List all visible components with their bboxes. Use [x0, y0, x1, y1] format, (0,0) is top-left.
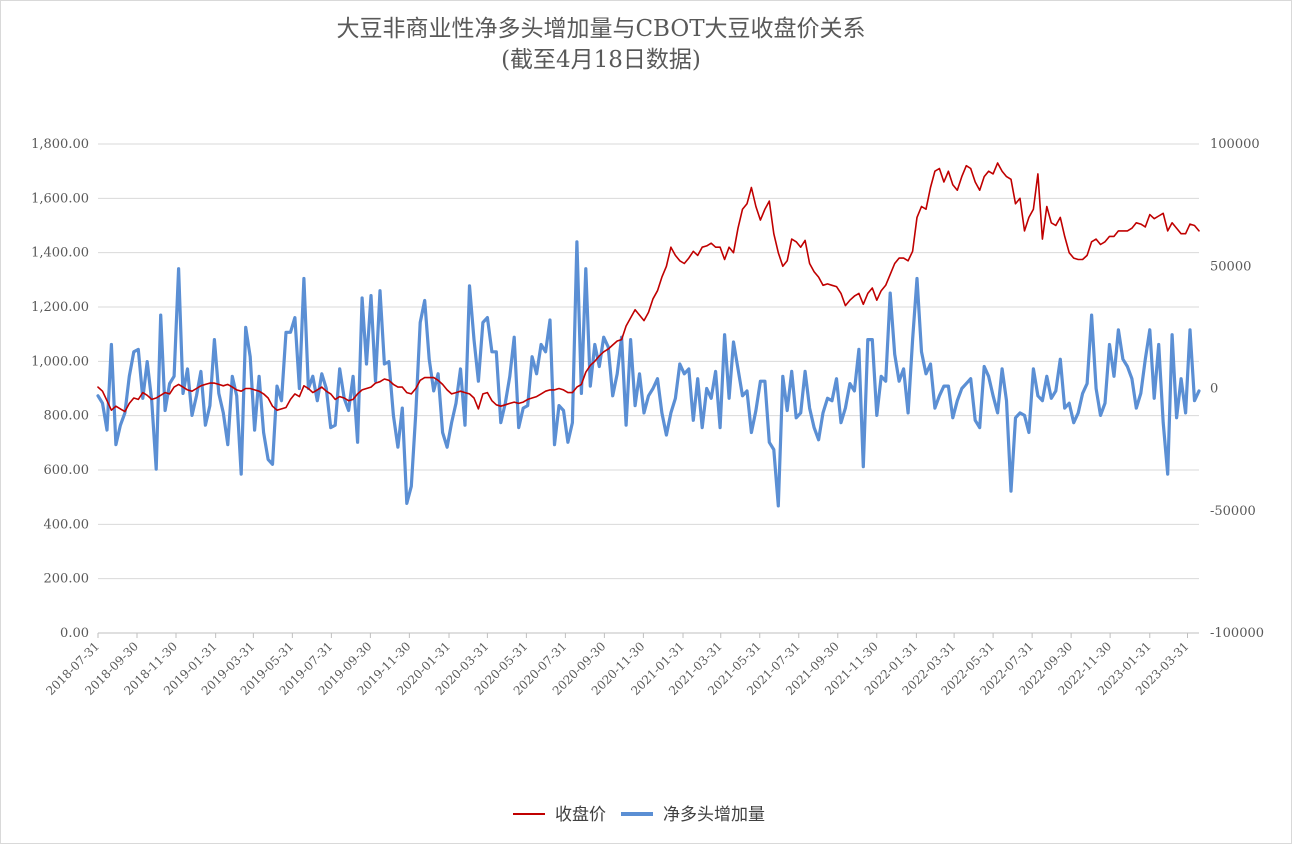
legend: 收盘价 净多头增加量	[513, 805, 765, 825]
chart-subtitle: (截至4月18日数据)	[501, 47, 701, 73]
legend-label-close: 收盘价	[555, 805, 606, 825]
chart-title: 大豆非商业性净多头增加量与CBOT大豆收盘价关系	[336, 16, 865, 42]
plot-series	[96, 162, 1201, 508]
series-line-net-long	[96, 240, 1201, 508]
left-tick-label: 1,800.00	[31, 137, 89, 152]
left-tick-label: 200.00	[44, 572, 90, 587]
right-tick-label: 0	[1210, 382, 1218, 397]
left-tick-label: 600.00	[44, 463, 90, 478]
gridlines	[98, 143, 1199, 634]
left-tick-label: 1,600.00	[31, 191, 89, 206]
right-axis: -100000 -50000 0 50000 100000	[1210, 137, 1264, 641]
left-tick-label: 1,200.00	[31, 300, 89, 315]
left-tick-label: 400.00	[44, 517, 90, 532]
right-tick-label: 50000	[1210, 259, 1251, 274]
left-tick-label: 0.00	[60, 626, 89, 641]
left-tick-label: 800.00	[44, 409, 90, 424]
right-tick-label: 100000	[1210, 137, 1260, 152]
series-line-close	[97, 162, 1200, 413]
left-axis: 0.00 200.00 400.00 600.00 800.00 1,000.00 1,20…	[31, 137, 89, 641]
left-tick-label: 1,400.00	[31, 246, 89, 261]
right-tick-label: -100000	[1210, 626, 1264, 641]
legend-label-net-long: 净多头增加量	[663, 805, 765, 825]
left-tick-label: 1,000.00	[31, 354, 89, 369]
x-axis: 2018-07-312018-09-302018-11-302019-01-31…	[43, 632, 1199, 698]
right-tick-label: -50000	[1210, 504, 1256, 519]
